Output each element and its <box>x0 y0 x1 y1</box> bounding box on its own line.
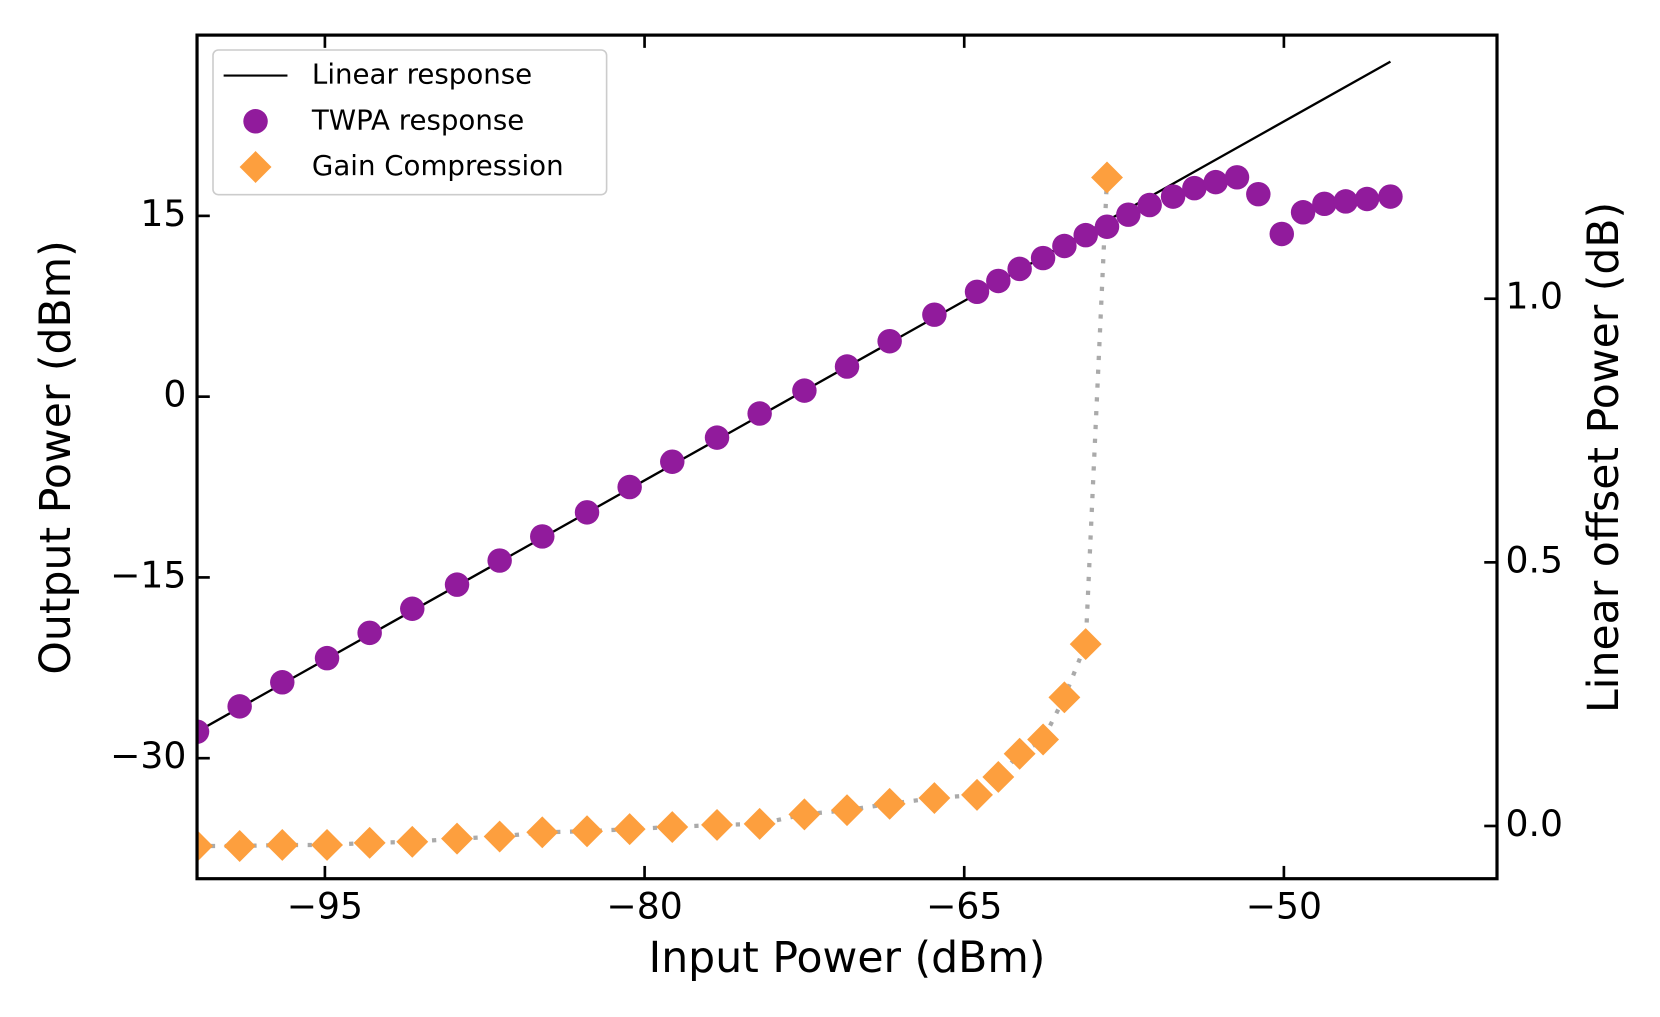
point <box>964 279 990 305</box>
legend-label: TWPA response <box>311 103 524 136</box>
plot-area <box>197 60 1403 862</box>
diamond-point <box>1048 681 1081 714</box>
x-axis-label: Input Power (dBm) <box>649 934 1046 983</box>
point <box>197 719 210 744</box>
diamond-point <box>701 808 733 841</box>
y-tick-label: −15 <box>110 553 186 596</box>
point <box>1073 222 1098 248</box>
point <box>400 596 425 621</box>
legend-diamond <box>239 151 272 183</box>
diamond-point <box>1091 161 1123 194</box>
point <box>1137 192 1162 218</box>
diamond-point <box>1003 737 1036 770</box>
point <box>1116 202 1141 227</box>
point <box>834 354 860 379</box>
diamond-point <box>1069 628 1102 661</box>
diamond-point <box>961 778 993 811</box>
x-tick-label: −95 <box>287 884 363 927</box>
diamond-point <box>613 813 646 846</box>
y2-tick-label: 1.0 <box>1506 275 1564 318</box>
diamond-point <box>483 820 516 853</box>
diamond-point <box>396 825 429 858</box>
point <box>1354 186 1380 212</box>
point <box>574 500 600 525</box>
diamond-point <box>788 798 821 831</box>
point <box>1160 184 1186 209</box>
point <box>660 449 685 474</box>
point <box>877 328 902 354</box>
plot-frame <box>195 33 1499 881</box>
legend-label: Linear response <box>312 58 532 91</box>
diamond-point <box>918 782 951 814</box>
point <box>270 670 295 695</box>
point <box>1290 200 1316 225</box>
diamond-point <box>353 826 386 859</box>
y2-axis-label: Linear offset Power (dB) <box>1580 202 1629 713</box>
point <box>986 268 1011 294</box>
connector-line <box>197 177 1110 849</box>
point <box>1378 184 1403 209</box>
point <box>1224 165 1250 190</box>
x-tick-label: −50 <box>1246 884 1322 927</box>
point <box>747 401 772 426</box>
y-tick-label: −30 <box>110 734 186 777</box>
y2-tick-label: 0.0 <box>1506 802 1564 845</box>
point <box>1333 189 1358 214</box>
diamond-point <box>831 794 863 827</box>
diamond-point <box>311 829 343 861</box>
diamond-point <box>873 787 906 820</box>
point <box>314 645 340 671</box>
y-tick-label: 0 <box>163 373 186 416</box>
diamond-point <box>982 760 1015 793</box>
diamond-point <box>656 811 689 843</box>
point <box>922 302 947 327</box>
point <box>704 425 730 450</box>
y2-tick-label: 0.5 <box>1506 538 1564 581</box>
point <box>1312 191 1337 217</box>
point <box>792 378 817 403</box>
y-axis-label: Output Power (dBm) <box>32 240 81 674</box>
point <box>1246 181 1271 207</box>
point <box>357 620 382 646</box>
point <box>1269 221 1294 247</box>
point <box>1030 245 1056 271</box>
legend-label: Gain Compression <box>312 149 564 182</box>
point <box>227 694 252 719</box>
x-tick-label: −80 <box>606 884 682 927</box>
diamond-point <box>266 829 299 861</box>
point <box>617 474 642 500</box>
diamond-point <box>571 815 603 848</box>
diamond-point <box>526 816 559 849</box>
point <box>530 524 555 549</box>
diamond-point <box>441 822 473 855</box>
point <box>1007 256 1032 282</box>
point <box>1052 233 1077 259</box>
point <box>487 548 512 573</box>
point <box>1182 175 1207 201</box>
diamond-point <box>197 830 213 862</box>
diamond-point <box>223 830 256 862</box>
diamond-point <box>743 807 776 840</box>
x-tick-label: −65 <box>926 884 1002 927</box>
legend-box <box>212 49 608 196</box>
point <box>1203 169 1228 195</box>
legend-circle <box>243 109 268 134</box>
y-tick-label: 15 <box>140 192 186 235</box>
point <box>444 572 470 597</box>
line <box>197 60 1392 733</box>
point <box>1094 214 1120 239</box>
